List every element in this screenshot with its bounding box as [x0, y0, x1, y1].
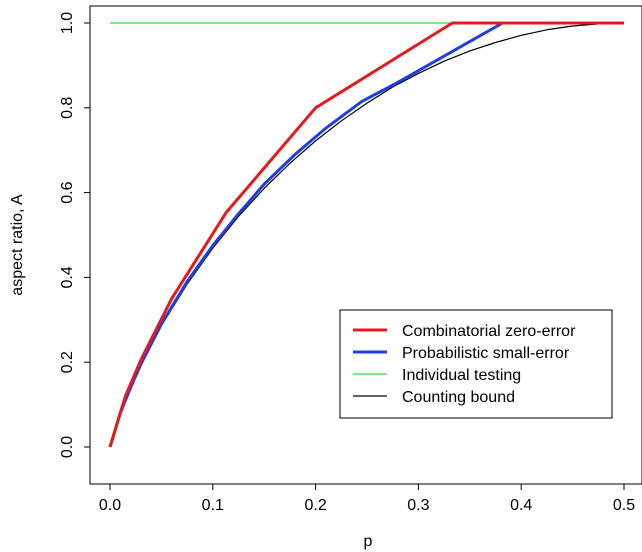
x-tick-label: 0.0 — [99, 497, 121, 514]
series-line-1 — [108, 21, 624, 448]
legend: Combinatorial zero-error Probabilistic sm… — [339, 309, 613, 419]
y-axis-label: aspect ratio, A — [9, 194, 26, 296]
legend-label: Combinatorial zero-error — [402, 323, 576, 340]
x-tick-label: 0.4 — [510, 497, 532, 514]
x-tick-label: 0.1 — [202, 497, 224, 514]
legend-label: Probabilistic small-error — [402, 345, 570, 362]
legend-label: Counting bound — [402, 389, 515, 406]
y-tick-label: 0.4 — [59, 266, 76, 288]
x-tick-label: 0.5 — [613, 497, 635, 514]
y-axis: 0.0 0.2 0.4 0.6 0.8 1.0 — [59, 12, 91, 458]
legend-box — [339, 309, 613, 419]
y-tick-label: 0.0 — [59, 436, 76, 458]
y-tick-label: 0.8 — [59, 97, 76, 119]
y-tick-label: 0.6 — [59, 181, 76, 203]
x-tick-label: 0.3 — [407, 497, 429, 514]
x-tick-label: 0.2 — [304, 497, 326, 514]
y-tick-label: 0.2 — [59, 351, 76, 373]
y-tick-label: 1.0 — [59, 12, 76, 34]
x-axis: 0.0 0.1 0.2 0.3 0.4 0.5 — [99, 483, 635, 514]
x-axis-label: p — [364, 533, 373, 550]
series-layer — [108, 21, 625, 448]
legend-label: Individual testing — [402, 367, 521, 384]
series-line-2 — [108, 21, 624, 448]
